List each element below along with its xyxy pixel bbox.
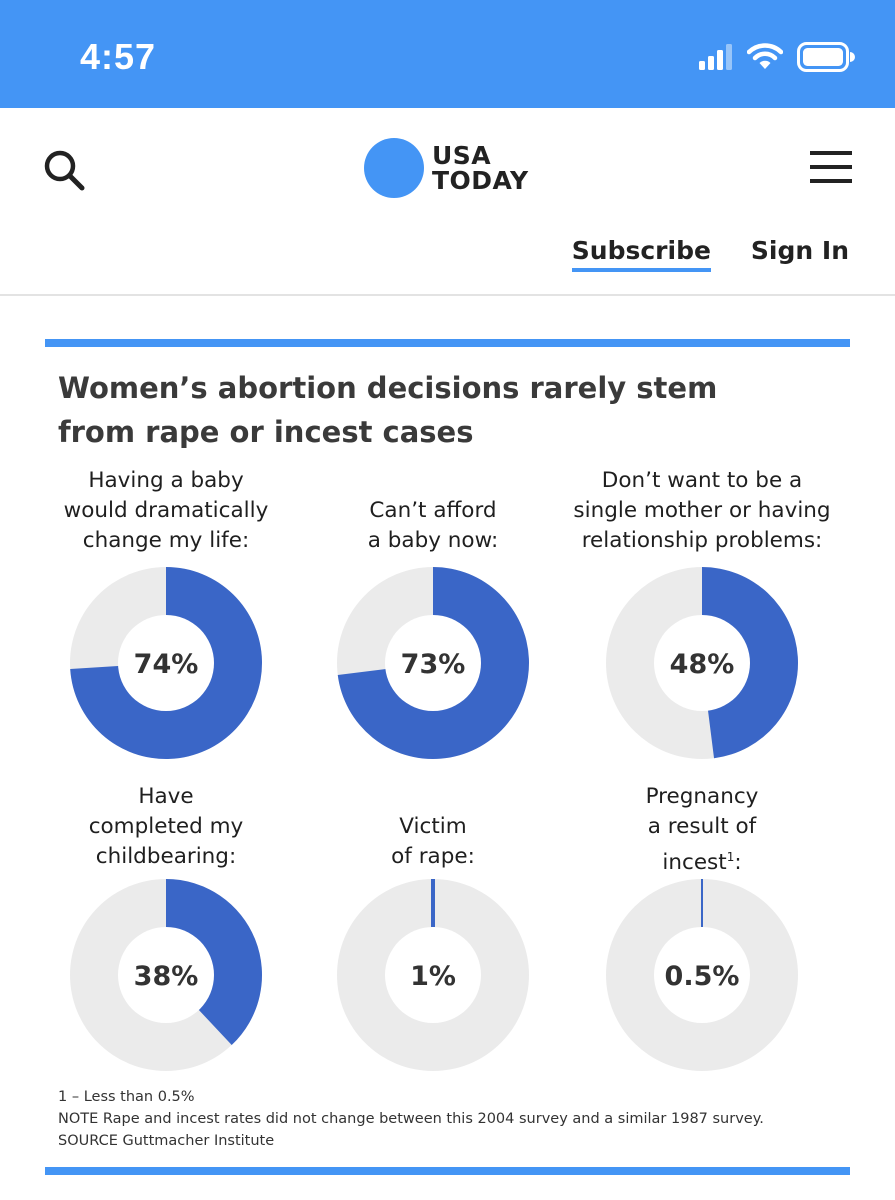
donut-value-label: 48% <box>670 649 735 680</box>
wifi-icon <box>747 43 783 69</box>
donut-slice <box>431 879 435 927</box>
donut-slice <box>166 879 262 1045</box>
donut-label-text: Victim of rape: <box>391 814 475 869</box>
sign-in-link[interactable]: Sign In <box>750 236 849 265</box>
donut-hole <box>385 927 481 1023</box>
status-bar: 4:57 <box>0 0 895 108</box>
top-divider <box>45 339 850 347</box>
donut-label: Don’t want to be a single mother or havi… <box>552 466 852 556</box>
donut-svg: 48% <box>606 567 798 759</box>
cellular-signal-icon <box>699 44 732 70</box>
headline-line-1: Women’s abortion decisions rarely stem <box>58 371 718 405</box>
donut-slice <box>701 879 703 927</box>
donut-value-label: 0.5% <box>665 961 740 992</box>
status-time: 4:57 <box>80 36 157 77</box>
donut-slice <box>702 567 798 759</box>
donut-svg: 0.5% <box>606 879 798 1071</box>
donut-label: Pregnancy a result of incest1: <box>552 782 852 878</box>
status-icons <box>699 42 855 72</box>
donut-label-suffix: : <box>734 850 742 876</box>
logo-dot <box>364 138 424 198</box>
note: NOTE Rape and incest rates did not chang… <box>58 1111 764 1127</box>
donut-value-label: 74% <box>134 649 199 680</box>
donut-label-text: Can’t afford a baby now: <box>367 498 499 553</box>
donut-value-label: 38% <box>134 961 199 992</box>
donut-label-text: Have completed my childbearing: <box>88 784 244 869</box>
donut-svg: 74% <box>70 567 262 759</box>
logo-line-today: TODAY <box>432 166 529 195</box>
donut-hole <box>385 615 481 711</box>
donut-label: Can’t afford a baby now: <box>283 496 583 556</box>
donut-hole <box>654 615 750 711</box>
source: SOURCE Guttmacher Institute <box>58 1133 275 1149</box>
donut-hole <box>118 927 214 1023</box>
bottom-divider <box>45 1167 850 1175</box>
donut-label: Have completed my childbearing: <box>16 782 316 872</box>
donut-label: Having a baby would dramatically change … <box>16 466 316 556</box>
donut-label: Victim of rape: <box>283 812 583 872</box>
graphic-notes: 1 – Less than 0.5% NOTE Rape and incest … <box>58 1086 764 1152</box>
usa-today-logo[interactable]: USA TODAY <box>364 138 529 198</box>
donut-svg: 1% <box>337 879 529 1071</box>
subscribe-link[interactable]: Subscribe <box>571 236 711 272</box>
donut-svg: 38% <box>70 879 262 1071</box>
donut-label-text: Don’t want to be a single mother or havi… <box>573 468 831 553</box>
donut-label-text: Having a baby would dramatically change … <box>63 468 269 553</box>
donut-label-text: Pregnancy a result of incest <box>645 784 759 876</box>
donut-hole <box>654 927 750 1023</box>
menu-button[interactable] <box>808 150 854 186</box>
donut-value-label: 1% <box>410 961 456 992</box>
site-header: USA TODAY Subscribe Sign In <box>0 108 895 296</box>
battery-icon <box>797 42 855 72</box>
logo-line-usa: USA <box>432 141 492 170</box>
footnote: 1 – Less than 0.5% <box>58 1089 195 1105</box>
search-icon <box>44 150 85 191</box>
hamburger-menu-icon <box>810 151 852 183</box>
donut-label-footnote-marker: 1 <box>726 850 735 864</box>
search-button[interactable] <box>42 148 88 194</box>
logo-text: USA TODAY <box>432 143 529 193</box>
donut-svg: 73% <box>337 567 529 759</box>
graphic-headline: Women’s abortion decisions rarely stem f… <box>58 366 848 454</box>
account-links: Subscribe Sign In <box>571 236 849 272</box>
donut-hole <box>118 615 214 711</box>
donut-value-label: 73% <box>401 649 466 680</box>
headline-line-2: from rape or incest cases <box>58 415 474 449</box>
